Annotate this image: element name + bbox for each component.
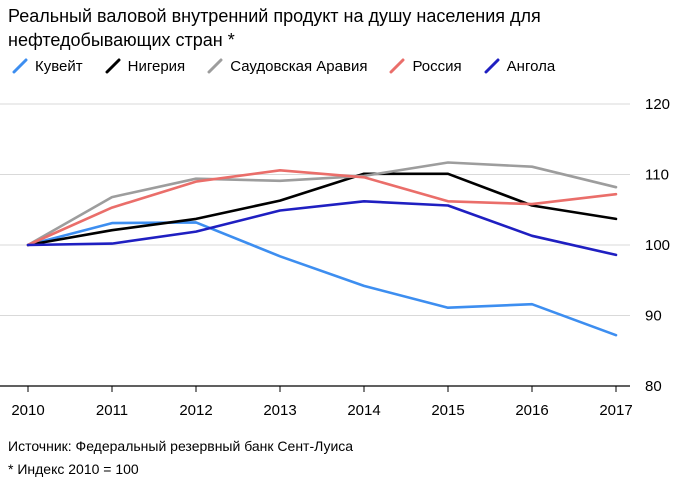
legend-item-2: Саудовская Аравия bbox=[207, 58, 367, 75]
index-note: * Индекс 2010 = 100 bbox=[8, 461, 139, 477]
legend-swatch-1 bbox=[105, 58, 121, 74]
x-tick-label-2016: 2016 bbox=[515, 402, 548, 419]
legend-item-3: Россия bbox=[389, 57, 462, 75]
y-tick-label-120: 120 bbox=[645, 96, 670, 113]
series-line-4 bbox=[26, 200, 618, 257]
legend-swatch-0 bbox=[12, 58, 28, 74]
x-tick-label-2011: 2011 bbox=[96, 402, 128, 419]
chart-title: Реальный валовой внутренний продукт на д… bbox=[8, 6, 541, 50]
x-tick-label-2012: 2012 bbox=[179, 402, 212, 419]
x-tick-label-2015: 2015 bbox=[431, 402, 464, 419]
legend-label-1: Нигерия bbox=[127, 57, 186, 75]
series-line-1 bbox=[26, 172, 618, 247]
x-tick-label-2010: 2010 bbox=[11, 402, 44, 419]
legend-label-0: Кувейт bbox=[35, 57, 83, 75]
source-note: Источник: Федеральный резервный банк Сен… bbox=[8, 438, 354, 454]
legend-item-4: Ангола bbox=[484, 57, 556, 75]
series-line-3 bbox=[26, 169, 618, 247]
legend-swatch-4 bbox=[484, 58, 500, 74]
x-tick-label-2014: 2014 bbox=[347, 402, 380, 419]
legend-swatch-2 bbox=[207, 58, 223, 74]
legend-label-4: Ангола bbox=[506, 57, 556, 75]
x-tick-label-2017: 2017 bbox=[599, 402, 632, 419]
y-tick-label-90: 90 bbox=[645, 308, 662, 325]
legend-label-3: Россия bbox=[412, 57, 462, 75]
legend: Кувейт Нигерия Саудовская Аравия Россия Анго… bbox=[12, 56, 577, 76]
y-tick-label-110: 110 bbox=[645, 167, 669, 184]
series-line-2 bbox=[26, 161, 618, 247]
legend-item-0: Кувейт bbox=[12, 58, 83, 75]
y-tick-label-80: 80 bbox=[645, 378, 662, 395]
x-tick-label-2013: 2013 bbox=[263, 402, 296, 419]
legend-item-1: Нигерия bbox=[105, 57, 186, 75]
legend-swatch-3 bbox=[389, 58, 405, 74]
legend-label-2: Саудовская Аравия bbox=[230, 57, 368, 75]
y-tick-label-100: 100 bbox=[645, 237, 670, 254]
series-line-0 bbox=[26, 221, 618, 337]
